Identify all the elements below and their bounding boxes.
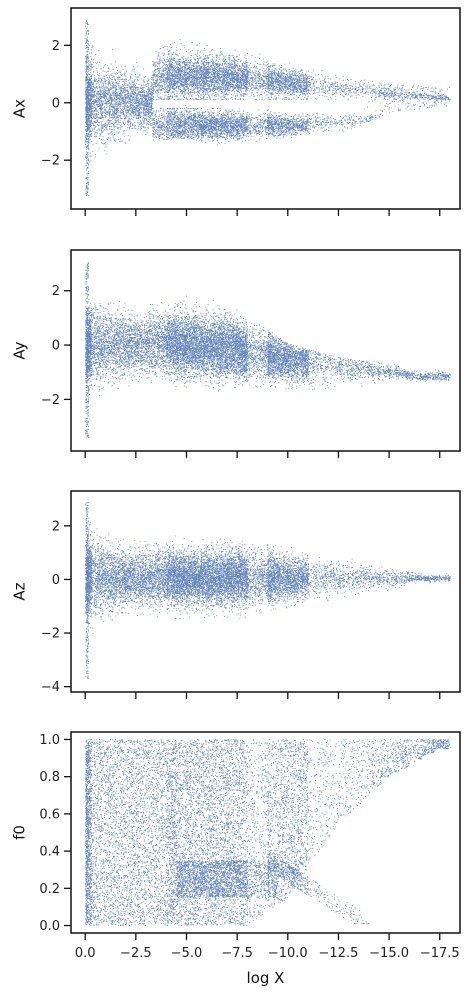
panels-group: −2 0 2 Ax −2 0 2 Ay −4 −2 0 2 Az 0.0 0.2 0.4 0.6 0.8 1.0 f0… bbox=[11, 7, 461, 987]
x-tick-label: −17.5 bbox=[420, 946, 460, 961]
y-tick-label: −2 bbox=[41, 154, 60, 169]
x-tick-label: −10.0 bbox=[268, 946, 308, 961]
y-axis-label: f0 bbox=[11, 825, 29, 840]
y-tick-label: 0.6 bbox=[39, 807, 60, 822]
axes-frame bbox=[70, 731, 461, 934]
axes-frame bbox=[70, 7, 461, 210]
y-tick-label: 0 bbox=[52, 339, 60, 354]
y-axis-label: Ay bbox=[11, 341, 29, 359]
y-tick-label: 0.0 bbox=[39, 919, 60, 934]
y-tick-label: −2 bbox=[41, 393, 60, 408]
y-tick-label: 0.8 bbox=[39, 770, 60, 785]
y-tick-label: 2 bbox=[52, 284, 60, 299]
x-tick-label: −2.5 bbox=[120, 946, 152, 961]
x-tick-label: −15.0 bbox=[369, 946, 409, 961]
scatter-points-ay bbox=[85, 262, 451, 439]
panel-f0: 0.0 0.2 0.4 0.6 0.8 1.0 f0 0.0 −2.5 −5.0 −7.5 −10.0… bbox=[11, 731, 461, 961]
y-tick-label: 0.2 bbox=[39, 882, 60, 897]
y-tick-label: −2 bbox=[41, 627, 60, 642]
scatter-points-f0 bbox=[85, 738, 451, 927]
panel-ay: −2 0 2 Ay bbox=[11, 249, 461, 458]
y-tick-label: 2 bbox=[52, 519, 60, 534]
x-tick-label: −12.5 bbox=[319, 946, 359, 961]
x-tick-label: −5.0 bbox=[171, 946, 203, 961]
axes-frame bbox=[70, 249, 461, 452]
axes-frame bbox=[70, 490, 461, 693]
y-tick-label: 0.4 bbox=[39, 845, 60, 860]
x-tick-label: 0.0 bbox=[75, 946, 96, 961]
y-axis-label: Az bbox=[11, 582, 29, 600]
scatter-points-az bbox=[85, 502, 451, 679]
scatter-points-ax bbox=[85, 20, 451, 196]
y-tick-label: 1.0 bbox=[39, 733, 60, 748]
y-tick-label: 2 bbox=[52, 39, 60, 54]
x-axis-label: log X bbox=[247, 969, 285, 987]
y-tick-label: 0 bbox=[52, 96, 60, 111]
x-tick-label: −7.5 bbox=[221, 946, 253, 961]
panel-ax: −2 0 2 Ax bbox=[11, 7, 461, 216]
y-axis-label: Ax bbox=[11, 99, 29, 118]
y-tick-label: 0 bbox=[52, 573, 60, 588]
y-tick-label: −4 bbox=[41, 680, 60, 695]
panel-az: −4 −2 0 2 Az bbox=[11, 490, 461, 699]
